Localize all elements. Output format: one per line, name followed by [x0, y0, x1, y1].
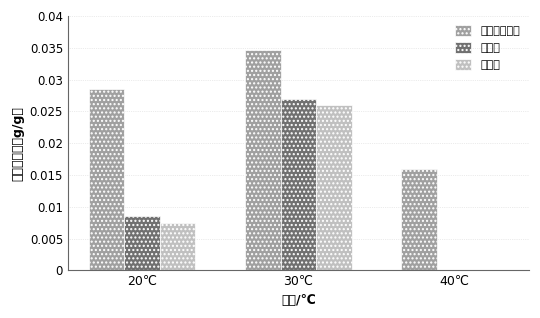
- Bar: [316, 105, 352, 271]
- Bar: [281, 99, 316, 271]
- Bar: [401, 169, 437, 271]
- Legend: 对羟基苯甲醉, 香草醉, 丁香醉: 对羟基苯甲醉, 香草醉, 丁香醉: [451, 22, 523, 74]
- Bar: [245, 50, 281, 271]
- Bar: [124, 217, 160, 271]
- Bar: [160, 223, 195, 271]
- Y-axis label: 最大吸附量（g/g）: 最大吸附量（g/g）: [11, 106, 24, 181]
- Bar: [89, 89, 124, 271]
- X-axis label: 温度/℃: 温度/℃: [281, 294, 316, 307]
